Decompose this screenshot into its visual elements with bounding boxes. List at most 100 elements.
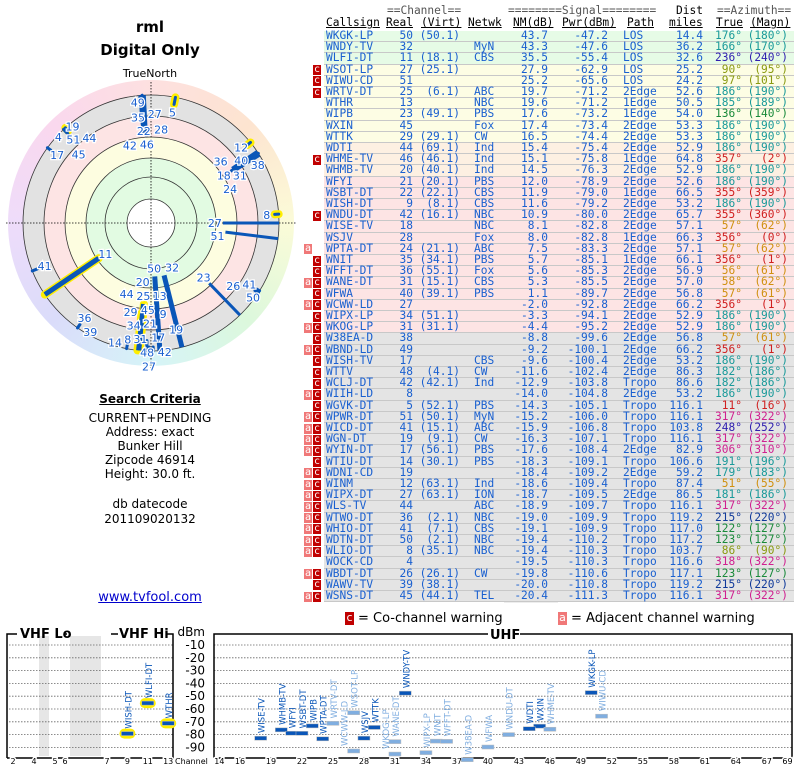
- criteria-line: Height: 30.0 ft.: [104, 467, 196, 481]
- real-channel: 27: [399, 488, 413, 502]
- station-row[interactable]: WSBT-DT 22 (22.1) CBS 11.9 -79.0 1Edge 66.5 355°…: [324, 186, 794, 199]
- nm-db: 15.4: [521, 141, 548, 154]
- station-row[interactable]: WIPB 23 (49.1) PBS 17.6 -73.2 1Edge 54.0 136° (14…: [324, 107, 794, 121]
- distance: 52.9: [676, 309, 703, 322]
- power-dbm: -100.4: [567, 353, 608, 367]
- path: Tropo: [623, 589, 657, 602]
- station-row[interactable]: WBDT-DT 26 (26.1) CW -19.8 -110.6 Tropo 117.1 12…: [324, 566, 794, 580]
- station-row[interactable]: WHIO-DT 41 (7.1) CBS -19.1 -109.9 Tropo 117.0 12…: [324, 521, 794, 535]
- station-row[interactable]: WFWA 40 (39.1) PBS 1.1 -89.7 2Edge 56.8 57° (61°): [324, 286, 794, 300]
- station-row[interactable]: WCLJ-DT 42 (42.1) Ind -12.9 -103.8 Tropo 86.6 18…: [324, 376, 794, 390]
- virtual-channel: (20.1): [419, 174, 460, 188]
- station-row[interactable]: WHMB-TV 20 (40.1) Ind 14.5 -76.3 2Edge 52.9 186°…: [324, 163, 794, 177]
- azimuth-magnetic: (127°): [747, 566, 788, 580]
- azimuth-magnetic: (0°): [761, 230, 788, 244]
- station-row[interactable]: WTTK 29 (29.1) CW 16.5 -74.4 2Edge 53.3 186° (190…: [324, 129, 794, 143]
- station-row[interactable]: WKOG-LP 31 (31.1) -4.4 -95.2 2Edge 52.9 186° (19…: [324, 321, 794, 334]
- callsign: WISE-TV: [326, 219, 374, 233]
- dbm-tick-label: -90: [185, 740, 205, 754]
- distance: 66.1: [676, 253, 703, 266]
- vhf-channel-tick: 5: [52, 757, 57, 766]
- station-row[interactable]: WTIU-DT 14 (30.1) PBS -18.3 -109.1 Tropo 106.6 1…: [324, 455, 794, 468]
- station-row[interactable]: WINM 12 (63.1) Ind -18.6 -109.4 Tropo 87.4 51° (5…: [324, 477, 794, 491]
- distance: 116.1: [669, 499, 703, 513]
- station-row[interactable]: WSOT-LP 27 (25.1) 27.9 -62.9 LOS 25.2 90° (95°): [324, 63, 794, 76]
- station-row[interactable]: WYIN-DT 17 (56.1) PBS -17.6 -108.4 2Edge 82.9 30…: [324, 444, 794, 457]
- nm-db: 7.5: [527, 241, 548, 255]
- station-row[interactable]: WGN-DT 19 (9.1) CW -16.3 -107.1 Tropo 116.1 317°…: [324, 433, 794, 446]
- station-row[interactable]: WRTV-DT 25 (6.1) ABC 19.7 -71.2 2Edge 52.6 186° (…: [324, 86, 794, 99]
- station-row[interactable]: WXIN 45 Fox 17.4 -73.4 2Edge 53.3 186° (190°): [324, 118, 794, 132]
- station-row[interactable]: WKGK-LP 50 (50.1) 43.7 -47.2 LOS 14.4 176° (180°…: [324, 30, 794, 43]
- station-row[interactable]: WISH-TV 17 CBS -9.6 -100.4 2Edge 53.2 186° (190°…: [324, 353, 794, 367]
- azimuth-magnetic: (252°): [747, 421, 788, 434]
- station-row[interactable]: WSNS-DT 45 (44.1) TEL -20.4 -111.3 Tropo 116.1 3…: [324, 589, 794, 603]
- station-row[interactable]: WPTA-DT 24 (21.1) ABC 7.5 -83.3 2Edge 57.1 57° (6…: [324, 241, 794, 255]
- station-row[interactable]: WFYI 21 (20.1) PBS 12.0 -78.9 2Edge 52.6 186° (19…: [324, 174, 794, 188]
- distance: 116.1: [669, 589, 703, 602]
- station-row[interactable]: WTWO-DT 36 (2.1) NBC -19.0 -109.9 Tropo 119.2 21…: [324, 511, 794, 524]
- virtual-channel: (42.1): [419, 376, 460, 390]
- station-row[interactable]: WICD-DT 41 (15.1) ABC -15.9 -106.8 Tropo 103.8 2…: [324, 421, 794, 435]
- azimuth-true: 356°: [715, 253, 742, 266]
- station-row[interactable]: WPWR-DT 51 (50.1) MyN -15.2 -106.0 Tropo 116.1 3…: [324, 410, 794, 423]
- station-row[interactable]: WIWU-CD 51 25.2 -65.6 LOS 24.2 97° (101°): [324, 73, 794, 87]
- col-magn: (Magn): [750, 16, 791, 29]
- station-row[interactable]: WNIT 35 (34.1) PBS 5.7 -85.1 1Edge 66.1 356° (1°): [324, 253, 794, 267]
- station-row[interactable]: WHME-TV 46 (46.1) Ind 15.1 -75.8 1Edge 64.8 357°…: [324, 153, 794, 166]
- network: CBS: [474, 521, 495, 535]
- azimuth-magnetic: (183°): [747, 465, 788, 479]
- power-dbm: -74.4: [574, 129, 608, 143]
- station-row[interactable]: WSJV 28 Fox 8.0 -82.8 1Edge 66.3 356° (0°): [324, 230, 794, 244]
- azimuth-true: 186°: [715, 163, 742, 177]
- station-row[interactable]: WISH-DT 9 (8.1) CBS 11.6 -79.2 2Edge 53.2 186° (1…: [324, 198, 794, 211]
- station-channel-label: 41: [38, 260, 52, 273]
- azimuth-magnetic: (55°): [754, 477, 788, 490]
- callsign: WFWA: [326, 286, 353, 300]
- virtual-channel: (38.1): [419, 577, 460, 591]
- station-row[interactable]: WBND-LD 49 -9.2 -100.1 2Edge 66.2 356° (1°): [324, 343, 794, 356]
- station-row[interactable]: WFFT-DT 36 (55.1) Fox 5.6 -85.3 2Edge 56.9 56° (6…: [324, 264, 794, 278]
- station-row[interactable]: WIIH-LD 8 -14.0 -104.8 2Edge 53.2 186° (190°): [324, 388, 794, 401]
- distance: 65.7: [676, 208, 703, 222]
- power-dbm: -65.6: [574, 73, 608, 87]
- station-row[interactable]: WIPX-LP 34 (51.1) -3.3 -94.1 2Edge 52.9 186° (19…: [324, 309, 794, 323]
- station-signal-line: [254, 287, 262, 293]
- real-channel: 42: [399, 376, 413, 390]
- vhf-channel-tick: 9: [125, 757, 130, 766]
- station-row[interactable]: WDNI-CD 19 -18.4 -109.2 2Edge 59.2 179° (183°): [324, 465, 794, 479]
- virtual-channel: (63.1): [419, 488, 460, 502]
- db-datecode-label: db datecode: [112, 497, 188, 511]
- station-row[interactable]: WLS-TV 44 ABC -18.9 -109.7 Tropo 116.1 317° (322…: [324, 499, 794, 513]
- azimuth-true: 186°: [715, 174, 742, 188]
- station-row[interactable]: WNDU-DT 42 (16.1) NBC 10.9 -80.0 2Edge 65.7 355°…: [324, 208, 794, 222]
- station-row[interactable]: WDTI 44 (69.1) Ind 15.4 -75.4 2Edge 52.9 186° (19…: [324, 141, 794, 155]
- station-signal-line: [63, 126, 70, 133]
- vhf-frame: [6, 633, 174, 759]
- station-row[interactable]: WTTV 48 (4.1) CW -11.6 -102.4 2Edge 86.3 182° (18…: [324, 366, 794, 379]
- tvfool-link[interactable]: www.tvfool.com: [98, 590, 202, 605]
- station-row[interactable]: WNDY-TV 32 MyN 43.3 -47.6 LOS 36.2 166° (170°): [324, 41, 794, 54]
- station-signal-line: [62, 127, 70, 136]
- callsign: WBDT-DT: [326, 566, 374, 580]
- azimuth-true: 186°: [715, 118, 742, 132]
- dbm-tick-label: -70: [185, 715, 205, 729]
- station-row[interactable]: WIPX-DT 27 (63.1) ION -18.7 -109.5 2Edge 86.5 18…: [324, 488, 794, 502]
- station-row[interactable]: WLFI-DT 11 (18.1) CBS 35.5 -55.4 LOS 32.6 236° (2…: [324, 52, 794, 65]
- azimuth-true: 136°: [715, 107, 742, 121]
- path: 2Edge: [623, 241, 657, 255]
- station-row[interactable]: WANE-DT 31 (15.1) CBS 5.3 -85.5 2Edge 57.0 58° (6…: [324, 276, 794, 289]
- station-row[interactable]: W38EA-D 38 -8.8 -99.6 2Edge 56.8 57° (61°): [324, 332, 794, 345]
- station-row[interactable]: WGVK-DT 5 (52.1) PBS -14.3 -105.1 Tropo 116.1 11…: [324, 399, 794, 412]
- station-row[interactable]: WOCK-CD 4 -19.5 -110.3 Tropo 116.6 318° (322°): [324, 556, 794, 569]
- path: 2Edge: [623, 264, 657, 278]
- station-row[interactable]: WAWV-TV 39 (38.1) -20.0 -110.8 Tropo 119.2 215°…: [324, 577, 794, 591]
- station-row[interactable]: WDTN-DT 50 (2.1) NBC -19.4 -110.2 Tropo 117.2 12…: [324, 533, 794, 547]
- network: Ind: [474, 376, 495, 390]
- station-row[interactable]: WLIO-DT 8 (35.1) NBC -19.4 -110.3 Tropo 103.7 86…: [324, 545, 794, 558]
- station-row[interactable]: WTHR 13 NBC 19.6 -71.2 1Edge 50.5 185° (189°): [324, 97, 794, 110]
- distance: 117.2: [669, 533, 703, 546]
- station-row[interactable]: WCWW-LD 27 -2.0 -92.8 2Edge 66.2 356° (1°): [324, 298, 794, 311]
- station-row[interactable]: WISE-TV 18 NBC 8.1 -82.8 2Edge 57.1 57° (62°): [324, 219, 794, 233]
